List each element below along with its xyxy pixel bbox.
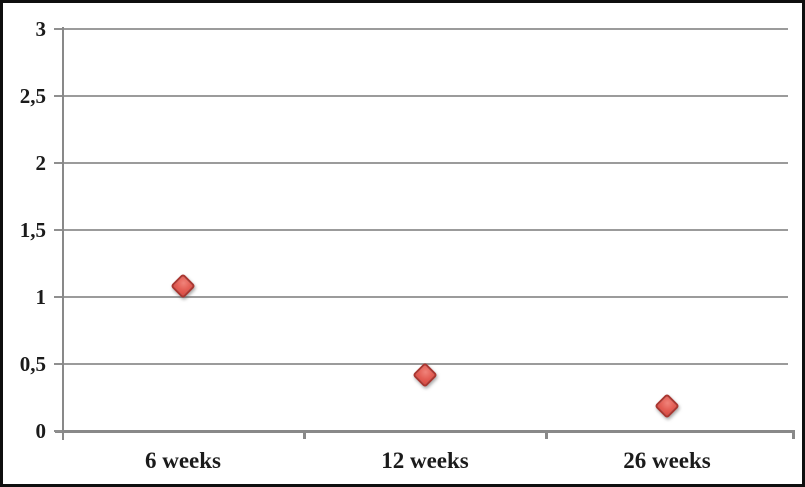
y-axis-tick	[54, 363, 62, 365]
y-tick-label: 1	[35, 285, 47, 309]
x-axis-boundary-tick	[303, 430, 306, 439]
y-axis-tick	[54, 296, 62, 298]
diamond-marker-icon	[170, 273, 196, 299]
y-axis-tick	[54, 229, 62, 231]
x-axis-end-tick	[792, 430, 795, 439]
y-axis-tick	[54, 28, 62, 30]
diamond-marker-icon	[412, 361, 438, 388]
x-axis-line	[55, 430, 795, 433]
x-tick-label-26-weeks: 26 weeks	[623, 448, 711, 473]
gridline-1	[62, 296, 788, 298]
y-tick-label: 1,5	[19, 218, 46, 242]
y-tick-label: 0	[35, 419, 47, 443]
x-tick-label-6-weeks: 6 weeks	[144, 448, 222, 473]
gridline-1_5	[62, 229, 788, 231]
data-point-12-weeks	[412, 361, 438, 388]
gridline-3	[62, 28, 788, 30]
y-axis-line	[62, 27, 64, 440]
y-axis-tick	[54, 162, 62, 164]
y-tick-label: 3	[35, 17, 47, 41]
gridline-2	[62, 162, 788, 164]
data-point-26-weeks	[654, 392, 680, 419]
y-tick-label: 0,5	[19, 352, 46, 376]
y-axis-tick	[54, 95, 62, 97]
diamond-marker-icon	[654, 392, 680, 419]
y-tick-label: 2,5	[19, 84, 46, 108]
y-tick-label: 2	[35, 151, 47, 175]
gridline-2_5	[62, 95, 788, 97]
x-axis-boundary-tick	[545, 430, 548, 439]
y-axis-tick	[54, 430, 62, 432]
data-point-6-weeks	[170, 273, 196, 299]
plot-area: 0 0,5 1 1,5 2 2,5 3 6 weeks 12 weeks 26 weeks	[3, 3, 802, 484]
x-tick-label-12-weeks: 12 weeks	[381, 448, 469, 473]
